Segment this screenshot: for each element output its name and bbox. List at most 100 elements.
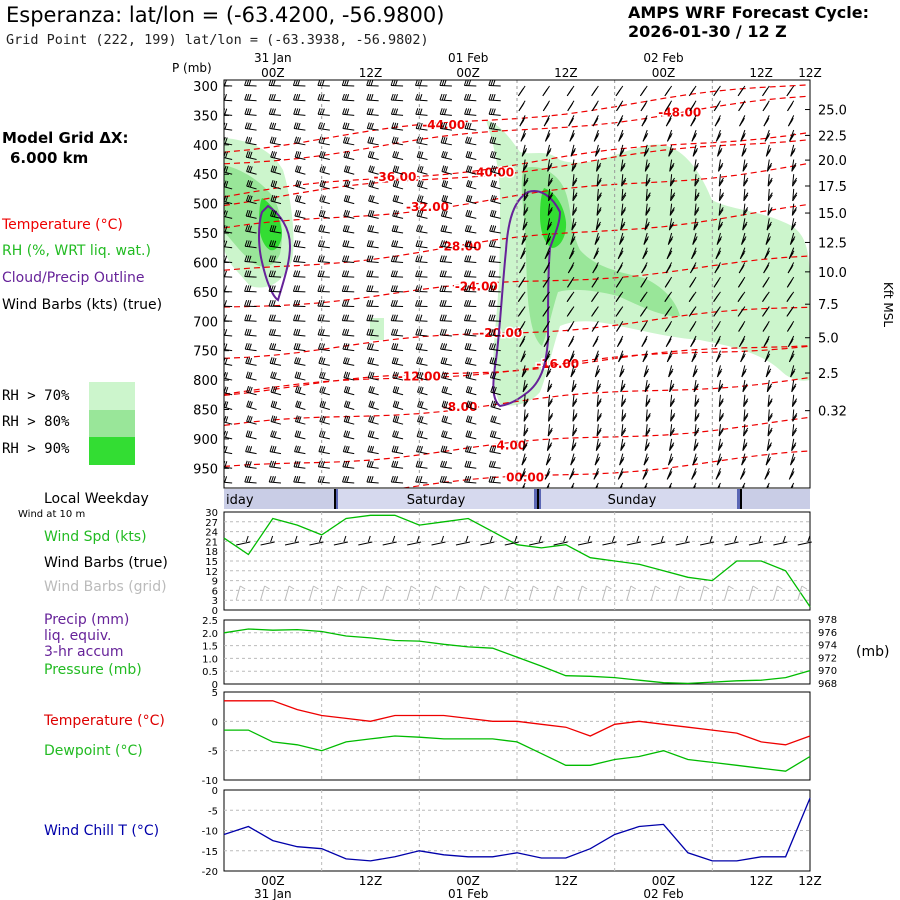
wind-barb-flag [767, 221, 772, 229]
wind-barb-flag [716, 133, 722, 140]
wind-barb-flag [370, 314, 374, 321]
wind-barb-staff [545, 232, 551, 245]
wind-barb-staff [570, 365, 575, 378]
wind-barb-flag [442, 210, 446, 217]
pWind-ytick-0: 30 [205, 508, 218, 519]
wind-barb-staff [667, 232, 673, 245]
wind-barb [690, 115, 697, 127]
wind-barb-flag [246, 300, 250, 307]
wind-barb-flag [592, 323, 598, 330]
wind-barb-flag [491, 430, 495, 438]
wind-barb-flag [317, 299, 321, 307]
wind-barb [244, 328, 257, 337]
wind-barb-flag [270, 415, 274, 422]
wind-barb-staff [465, 230, 477, 234]
wind-barb [741, 232, 747, 245]
wind-barb-flag [343, 165, 347, 172]
wind-barb-staff [548, 409, 551, 422]
wind-barb-flag [469, 372, 473, 379]
wind-barb [417, 415, 428, 425]
wind-barb-flag [547, 162, 553, 170]
wind-barb [440, 445, 452, 455]
wind-barb-staff [366, 276, 379, 278]
wind-barb-flag [743, 194, 749, 202]
wind-barb [440, 460, 452, 469]
wind-barb [591, 100, 599, 112]
wind-barb-staff [465, 156, 477, 161]
wind-barb [245, 150, 257, 161]
wind-barb-staff [488, 261, 501, 263]
wind-barb-flag [765, 150, 771, 157]
wind-barb-flag [224, 357, 228, 365]
wind-barb-staff [244, 261, 257, 263]
wind-barb-flag [440, 224, 444, 232]
wind-barb-flag [441, 300, 445, 307]
wind-barb [488, 122, 501, 131]
wind-barb-flag [523, 427, 529, 435]
wind-barb-flag [543, 102, 549, 110]
wind-barb [714, 335, 721, 347]
wind-barb-flag [523, 179, 529, 187]
wind-barb-flag [367, 371, 371, 378]
wind-barb-flag [220, 329, 222, 335]
wind-barb-flag [763, 308, 769, 315]
wind-barb [366, 122, 379, 131]
wind-barb-flag [492, 180, 496, 187]
wind-barb [642, 468, 649, 480]
wind-barb-staff [669, 438, 673, 451]
wind-barb-staff [392, 436, 404, 440]
wind-barb-flag [270, 314, 274, 321]
wind-barb-flag [224, 430, 227, 438]
top-hour-label-3: 12Z [554, 66, 578, 80]
wind-barb-flag [297, 255, 301, 262]
wind-barb [693, 159, 699, 172]
wind-barb-flag [467, 151, 471, 158]
wind-barb-flag [272, 314, 276, 321]
wind-barb-flag [570, 456, 576, 464]
wind-barb-flag [571, 148, 576, 155]
wind-barb-staff [224, 334, 233, 337]
wind-barb-flag [221, 240, 223, 246]
wind-barb [416, 150, 428, 161]
wind-barb-flag [618, 133, 624, 140]
wind-barb-staff [692, 232, 697, 245]
wind-barb-flag [271, 240, 275, 247]
wind-barb-flag [595, 456, 601, 464]
wind-barb [293, 475, 306, 484]
wind-barb [464, 255, 477, 263]
wind-barb [595, 482, 599, 488]
wind-barb-staff [645, 174, 648, 187]
isotherm-label-7: -20.00 [479, 326, 522, 340]
wind-barb-staff [342, 334, 355, 337]
wind-barb-flag [519, 308, 525, 315]
wind-barb-flag [246, 180, 250, 187]
pressure-unit-label: (mb) [856, 644, 889, 660]
wind-barb-flag [321, 314, 325, 321]
wind-barb-flag [439, 314, 443, 321]
wind-barb-flag [247, 357, 251, 364]
wind-barb-flag [767, 383, 773, 391]
wind-barb-staff [595, 218, 599, 231]
wind-barb-staff [765, 144, 770, 157]
wind-barb-flag [440, 136, 444, 143]
wind-barb [368, 180, 379, 190]
kft-tick-7: 7.5 [818, 298, 839, 313]
wind-barb-flag [466, 460, 470, 468]
wind-barb-staff [743, 409, 746, 422]
wind-barb-flag [441, 328, 445, 336]
wind-barb [669, 424, 675, 437]
wind-barb-flag [492, 461, 496, 468]
wind-barb-staff [620, 203, 624, 216]
wind-barb [566, 85, 575, 97]
wind-barb-flag [545, 238, 551, 245]
wind-barb [617, 468, 624, 480]
wind-barb [692, 232, 698, 245]
wind-barb-flag [321, 255, 325, 262]
wind-barb-flag [346, 285, 350, 292]
wind-barb-flag [248, 314, 252, 321]
surface-barb-grid [382, 585, 388, 601]
wind-barb [244, 80, 257, 87]
wind-barb-flag [442, 225, 446, 232]
wind-barb [665, 115, 673, 127]
wind-barb [293, 93, 306, 102]
